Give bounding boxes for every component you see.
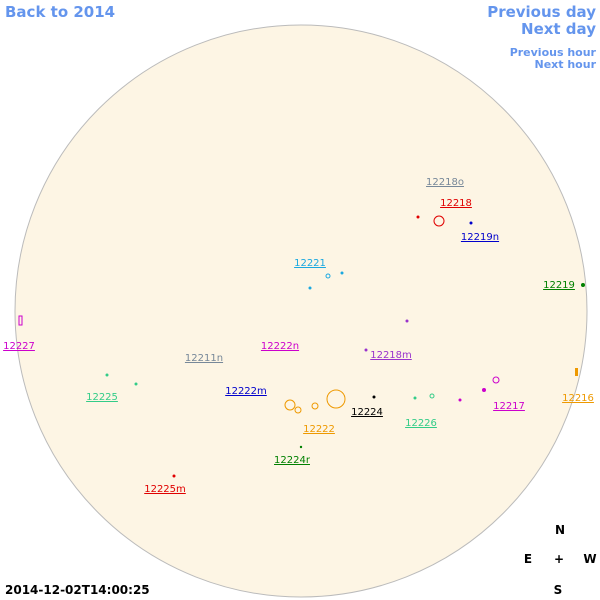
spot xyxy=(326,389,346,409)
spot xyxy=(433,215,445,227)
previous-hour-link[interactable]: Previous hour xyxy=(510,46,597,59)
region-label[interactable]: 12224r xyxy=(274,455,311,466)
spots xyxy=(18,215,585,478)
region-label[interactable]: 12225m xyxy=(144,484,186,495)
back-link[interactable]: Back to 2014 xyxy=(5,3,115,21)
region-label[interactable]: 12217 xyxy=(493,401,525,412)
region-label[interactable]: 12218o xyxy=(426,177,464,188)
next-day-link[interactable]: Next day xyxy=(521,20,596,38)
solar-disk xyxy=(14,24,588,598)
spot xyxy=(364,348,368,352)
region-label[interactable]: 12225 xyxy=(86,392,118,403)
region-label[interactable]: 12227 xyxy=(3,341,35,352)
spot xyxy=(429,393,435,399)
spot xyxy=(294,406,302,414)
spot xyxy=(482,388,486,392)
region-label[interactable]: 12222n xyxy=(261,341,299,352)
spot xyxy=(325,273,331,279)
spot xyxy=(311,402,319,410)
region-label[interactable]: 12218m xyxy=(370,350,412,361)
spot xyxy=(416,215,420,219)
region-label[interactable]: 12224 xyxy=(351,407,383,418)
compass-east: E xyxy=(524,552,532,566)
spot xyxy=(575,368,578,376)
spot xyxy=(405,319,409,323)
compass-west: W xyxy=(583,552,596,566)
spot xyxy=(299,445,303,449)
region-label[interactable]: 12226 xyxy=(405,418,437,429)
spot xyxy=(372,395,376,399)
region-label[interactable]: 12218 xyxy=(440,198,472,209)
region-label[interactable]: 12222m xyxy=(225,386,267,397)
spot xyxy=(340,271,344,275)
spot xyxy=(18,315,23,326)
compass-center: + xyxy=(554,552,564,566)
region-label[interactable]: 12216 xyxy=(562,393,594,404)
region-label[interactable]: 12221 xyxy=(294,258,326,269)
compass-north: N xyxy=(555,523,565,537)
spot xyxy=(134,382,138,386)
spot xyxy=(308,286,312,290)
region-label[interactable]: 12211n xyxy=(185,353,223,364)
timestamp: 2014-12-02T14:00:25 xyxy=(5,583,150,597)
region-label[interactable]: 12219 xyxy=(543,280,575,291)
region-label[interactable]: 12219n xyxy=(461,232,499,243)
spot xyxy=(469,221,473,225)
compass-south: S xyxy=(554,583,563,597)
spot xyxy=(413,396,417,400)
spot xyxy=(492,376,500,384)
previous-day-link[interactable]: Previous day xyxy=(487,3,596,21)
spot xyxy=(172,474,176,478)
spot xyxy=(284,399,296,411)
spot xyxy=(105,373,109,377)
region-label[interactable]: 12222 xyxy=(303,424,335,435)
spot xyxy=(581,283,585,287)
next-hour-link[interactable]: Next hour xyxy=(535,58,597,71)
spot xyxy=(458,398,462,402)
